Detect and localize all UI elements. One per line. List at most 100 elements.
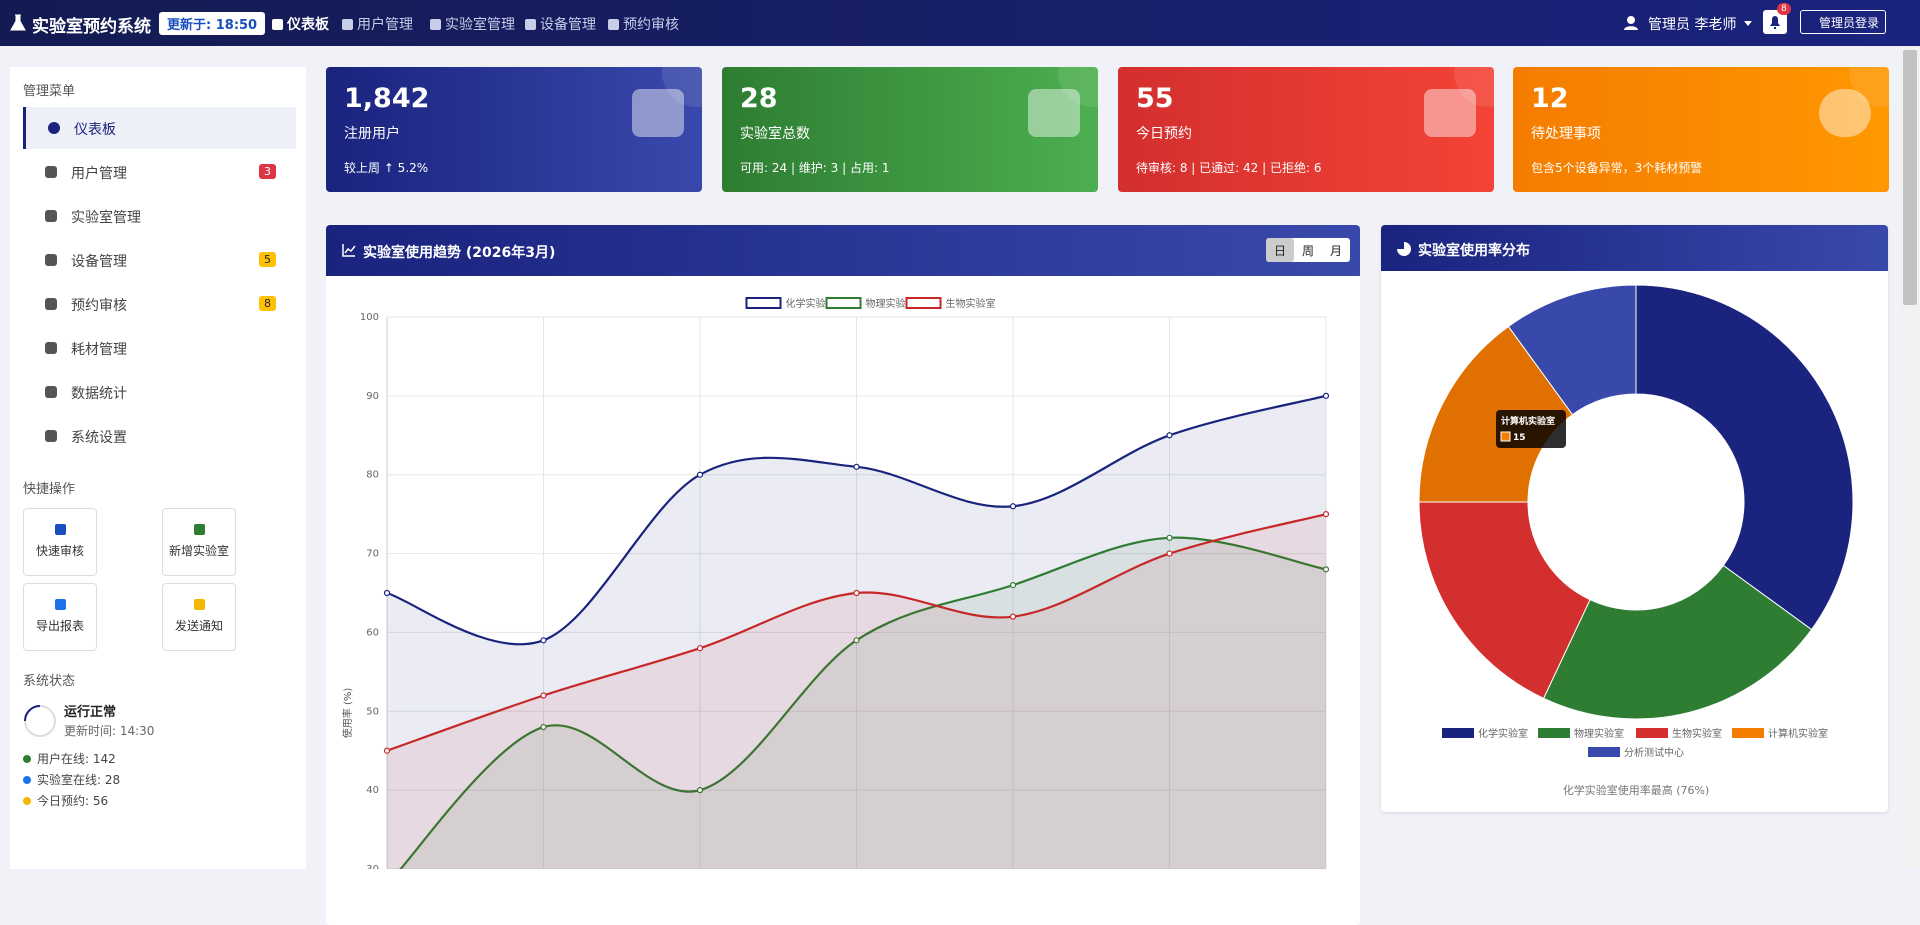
- update-badge: 更新于: 18:50: [159, 12, 266, 35]
- menu-item[interactable]: 设备管理 5: [23, 239, 293, 281]
- nav-label: 设备管理: [540, 17, 596, 33]
- pie-slice: [1635, 284, 1854, 631]
- menu-badge: 8: [259, 296, 276, 311]
- point: [1009, 613, 1017, 620]
- nav-label: 仪表板: [287, 17, 329, 33]
- nav-icon: [525, 19, 536, 30]
- user-icon: [1624, 16, 1638, 30]
- menu-label: 设备管理: [71, 254, 127, 270]
- nav-label: 用户管理: [357, 17, 413, 33]
- menu-icon: [48, 122, 60, 134]
- pie-note: 化学实验室使用率最高 (76%): [1563, 783, 1710, 797]
- quick-button[interactable]: 新增实验室: [162, 508, 236, 576]
- pie-slice: [1542, 564, 1813, 720]
- series-line: [399, 536, 1327, 869]
- trend-title: 实验室使用趋势 (2026年3月): [363, 245, 556, 261]
- quick-button[interactable]: 快速审核: [23, 508, 97, 576]
- menu-item[interactable]: 数据统计: [23, 371, 293, 413]
- point: [383, 589, 391, 597]
- nav-icon: [430, 19, 441, 30]
- pie-legend-swatch: [1732, 728, 1764, 738]
- period-button[interactable]: 周: [1302, 244, 1315, 258]
- menu-label: 耗材管理: [71, 342, 127, 358]
- point: [853, 589, 860, 597]
- series-area: [387, 537, 1326, 869]
- nav-item[interactable]: 实验室管理: [430, 14, 515, 34]
- menu-label: 预约审核: [71, 298, 127, 314]
- point: [383, 747, 391, 754]
- series-area: [387, 514, 1326, 869]
- y-tick-label: 40: [366, 785, 379, 796]
- card-label: 待处理事项: [1531, 126, 1601, 142]
- menu-label: 用户管理: [71, 166, 127, 182]
- nav-icon: [608, 19, 619, 30]
- point: [853, 637, 860, 644]
- card-detail: 较上周 ↑ 5.2%: [344, 161, 429, 175]
- nav-item[interactable]: 预约审核: [608, 14, 679, 34]
- pie-icon: [1397, 242, 1411, 256]
- period-button[interactable]: 月: [1330, 244, 1343, 258]
- pie-slice: [1418, 325, 1574, 503]
- status-dot: [23, 755, 31, 763]
- menu-item[interactable]: 实验室管理: [23, 195, 293, 237]
- menu-item[interactable]: 预约审核 8: [23, 283, 293, 325]
- pie-header: 实验室使用率分布: [1381, 225, 1888, 271]
- legend-swatch: [905, 297, 942, 309]
- status-stat: 今日预约: 56: [37, 794, 109, 808]
- status-dot: [23, 797, 31, 805]
- period-button[interactable]: 日: [1266, 238, 1295, 262]
- pie-slice: [1418, 501, 1591, 700]
- point: [1166, 550, 1173, 557]
- quick-label: 新增实验室: [168, 544, 229, 558]
- card-value: 1,842: [344, 83, 430, 114]
- nav-item[interactable]: 用户管理: [342, 14, 413, 34]
- bell-button[interactable]: [1763, 10, 1787, 34]
- legend-swatch: [745, 297, 782, 309]
- status-dot: [23, 776, 31, 784]
- nav-item[interactable]: 仪表板: [272, 14, 329, 34]
- point: [1166, 432, 1173, 439]
- y-tick-label: 100: [360, 312, 379, 323]
- tooltip-value: 15: [1513, 433, 1526, 443]
- point: [1009, 503, 1017, 510]
- y-tick-label: 70: [366, 549, 379, 560]
- caret: [1744, 21, 1752, 26]
- header: 实验室预约系统 更新于: 18:50 管理员 李老师 8 管理员登录 仪表板 用户…: [0, 0, 1920, 46]
- quick-button[interactable]: 导出报表: [23, 583, 97, 651]
- scroll-thumb[interactable]: [1903, 50, 1917, 305]
- tooltip-swatch: [1500, 431, 1511, 442]
- login-button[interactable]: 管理员登录: [1800, 10, 1886, 34]
- menu-item[interactable]: 耗材管理: [23, 327, 293, 369]
- menu-icon: [45, 210, 57, 222]
- user-name[interactable]: 管理员 李老师: [1648, 17, 1737, 33]
- menu-icon: [45, 342, 57, 354]
- menu-item[interactable]: 仪表板: [23, 107, 296, 149]
- nav-label: 实验室管理: [445, 17, 515, 33]
- card-value: 28: [740, 83, 778, 114]
- card-icon: [1028, 89, 1080, 137]
- menu-item[interactable]: 系统设置: [23, 415, 293, 457]
- card-icon: [632, 89, 684, 137]
- nav-item[interactable]: 设备管理: [525, 14, 596, 34]
- tooltip-box: [1496, 410, 1566, 448]
- quick-button[interactable]: 发送通知: [162, 583, 236, 651]
- point: [1322, 511, 1330, 518]
- menu-title: 管理菜单: [23, 84, 76, 99]
- legend-label: 物理实验室: [866, 297, 916, 310]
- quick-label: 导出报表: [35, 619, 84, 633]
- sidebar: 管理菜单 快捷操作 系统状态 运行正常 更新时间: 14:30 仪表板 用户管理 3…: [10, 67, 306, 869]
- status: 运行正常: [64, 705, 117, 720]
- legend-label: 生物实验室: [946, 297, 996, 310]
- menu-icon: [45, 166, 57, 178]
- pie-legend-swatch: [1442, 728, 1474, 738]
- point: [696, 471, 704, 478]
- card-label: 注册用户: [344, 126, 400, 142]
- nav-icon: [342, 19, 353, 30]
- menu-label: 实验室管理: [71, 210, 141, 226]
- menu-item[interactable]: 用户管理 3: [23, 151, 293, 193]
- card-detail: 待审核: 8 | 已通过: 42 | 已拒绝: 6: [1136, 161, 1322, 175]
- tooltip-title: 计算机实验室: [1501, 415, 1555, 427]
- point: [1322, 392, 1330, 399]
- legend-swatch: [825, 297, 862, 309]
- series-area: [387, 395, 1326, 869]
